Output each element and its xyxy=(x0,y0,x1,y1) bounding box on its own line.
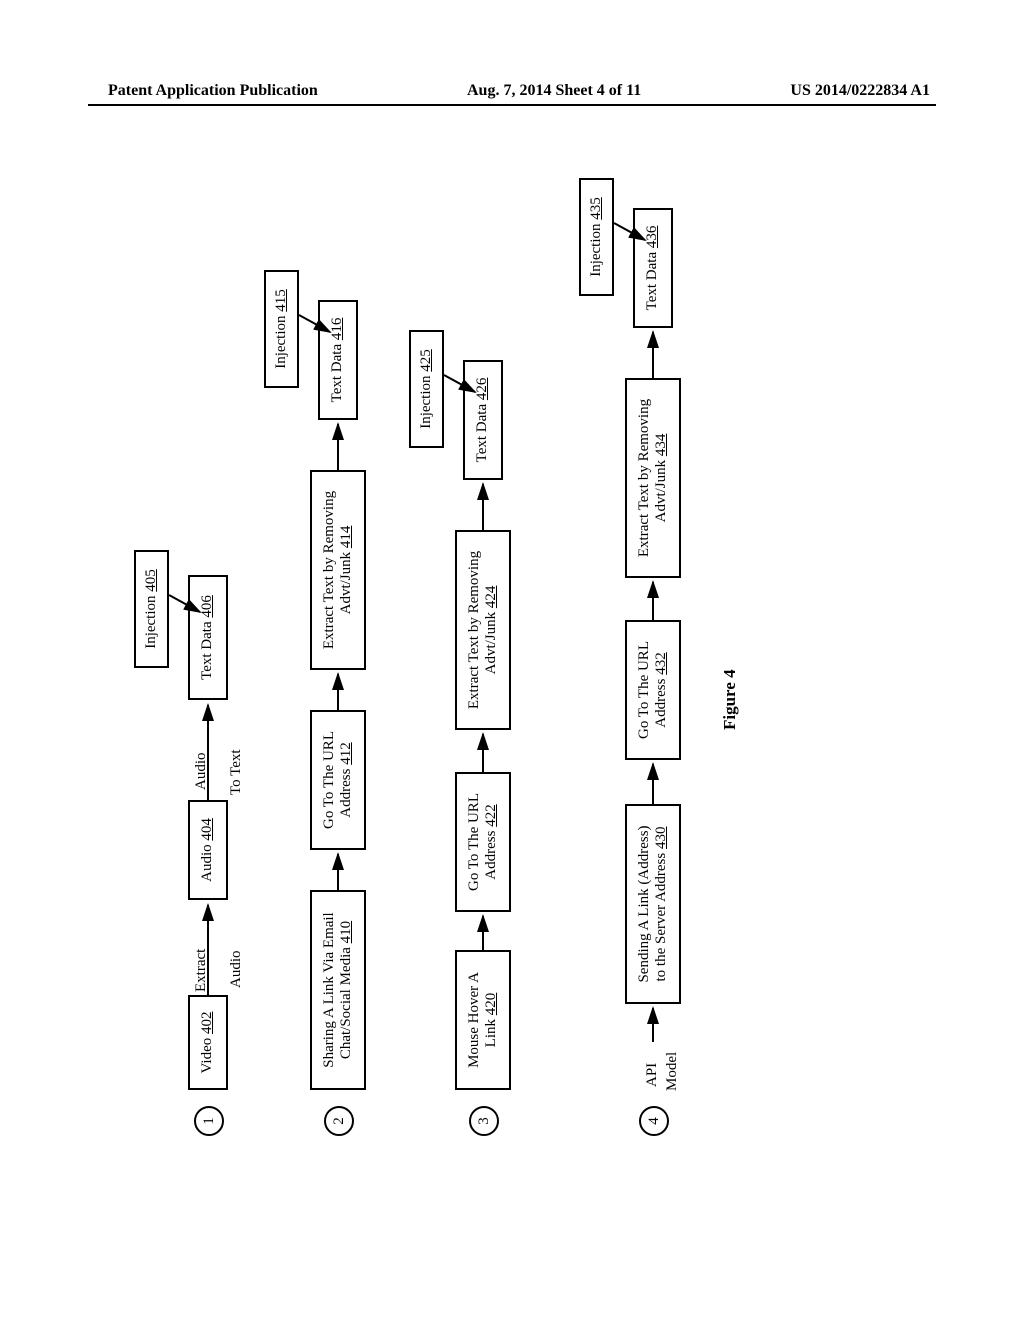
patent-page: Patent Application Publication Aug. 7, 2… xyxy=(0,0,1024,1320)
arrows-layer xyxy=(0,0,1024,1320)
